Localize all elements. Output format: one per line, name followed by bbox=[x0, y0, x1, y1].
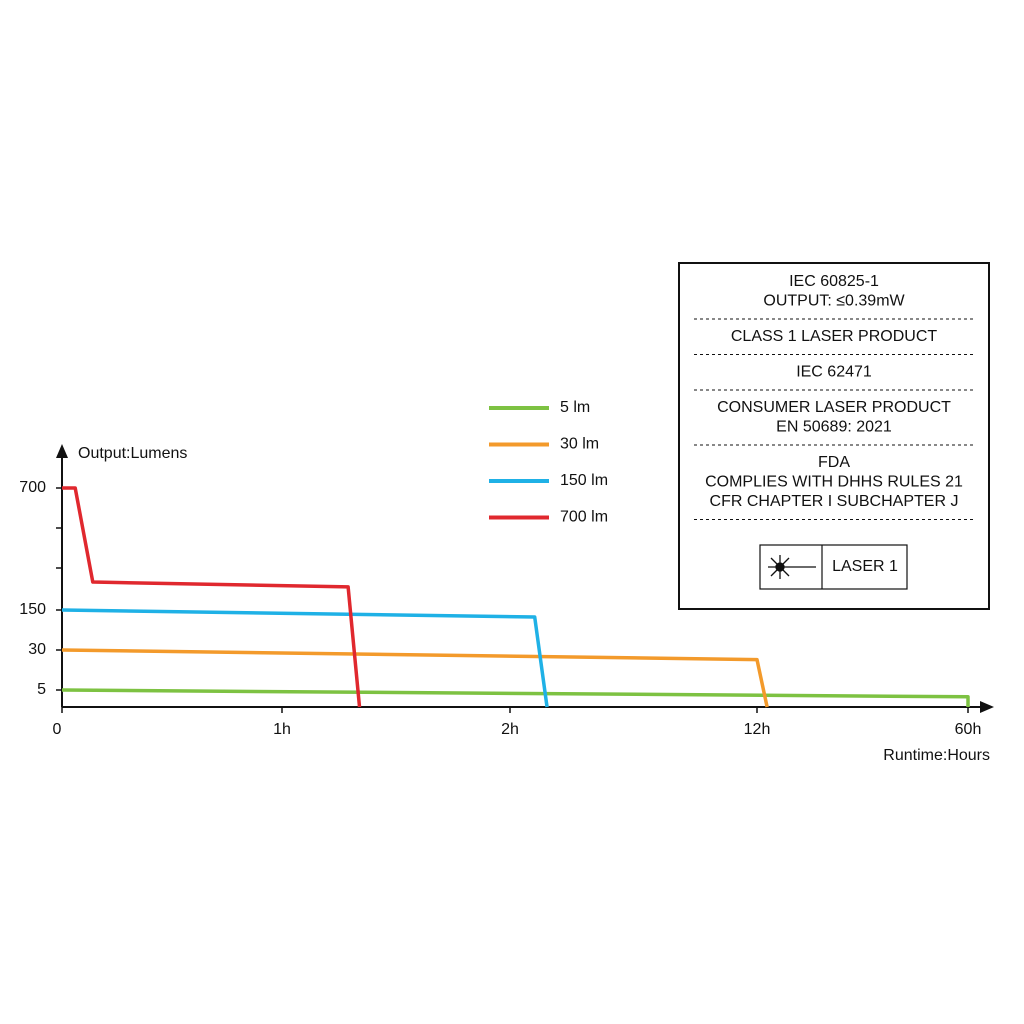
panel-text: EN 50689: 2021 bbox=[776, 419, 892, 436]
legend-label: 5 lm bbox=[560, 399, 590, 416]
series-line bbox=[61, 688, 970, 707]
x-tick-label: 2h bbox=[501, 721, 519, 738]
y-axis-label: Output:Lumens bbox=[78, 445, 187, 462]
legend-label: 150 lm bbox=[560, 472, 608, 489]
panel-text: CLASS 1 LASER PRODUCT bbox=[731, 328, 938, 345]
panel-text: IEC 62471 bbox=[796, 364, 872, 381]
legend-label: 700 lm bbox=[560, 509, 608, 526]
series-line bbox=[62, 486, 362, 708]
series-line bbox=[61, 608, 549, 708]
panel-text: OUTPUT: ≤0.39mW bbox=[763, 293, 905, 310]
laser-badge bbox=[759, 544, 908, 590]
y-arrow bbox=[56, 444, 68, 458]
x-tick-label: 60h bbox=[955, 721, 982, 738]
y-tick-label: 5 bbox=[37, 681, 46, 698]
y-tick-label: 30 bbox=[28, 641, 46, 658]
panel-text: COMPLIES WITH DHHS RULES 21 bbox=[705, 474, 963, 491]
y-tick-label: 700 bbox=[19, 479, 46, 496]
x-arrow bbox=[980, 701, 994, 713]
panel-text: CONSUMER LASER PRODUCT bbox=[717, 399, 951, 416]
legend-label: 30 lm bbox=[560, 436, 599, 453]
panel-text: IEC 60825-1 bbox=[789, 273, 879, 290]
laser-icon bbox=[768, 555, 816, 579]
series-line bbox=[61, 648, 769, 708]
badge-text: LASER 1 bbox=[832, 558, 898, 575]
x-tick-label: 0 bbox=[53, 721, 62, 738]
x-tick-label: 1h bbox=[273, 721, 291, 738]
panel-text: CFR CHAPTER I SUBCHAPTER J bbox=[710, 493, 959, 510]
x-axis-label: Runtime:Hours bbox=[883, 747, 990, 764]
panel-text: FDA bbox=[818, 454, 850, 471]
x-tick-label: 12h bbox=[744, 721, 771, 738]
y-tick-label: 150 bbox=[19, 601, 46, 618]
label-panel bbox=[678, 262, 990, 610]
